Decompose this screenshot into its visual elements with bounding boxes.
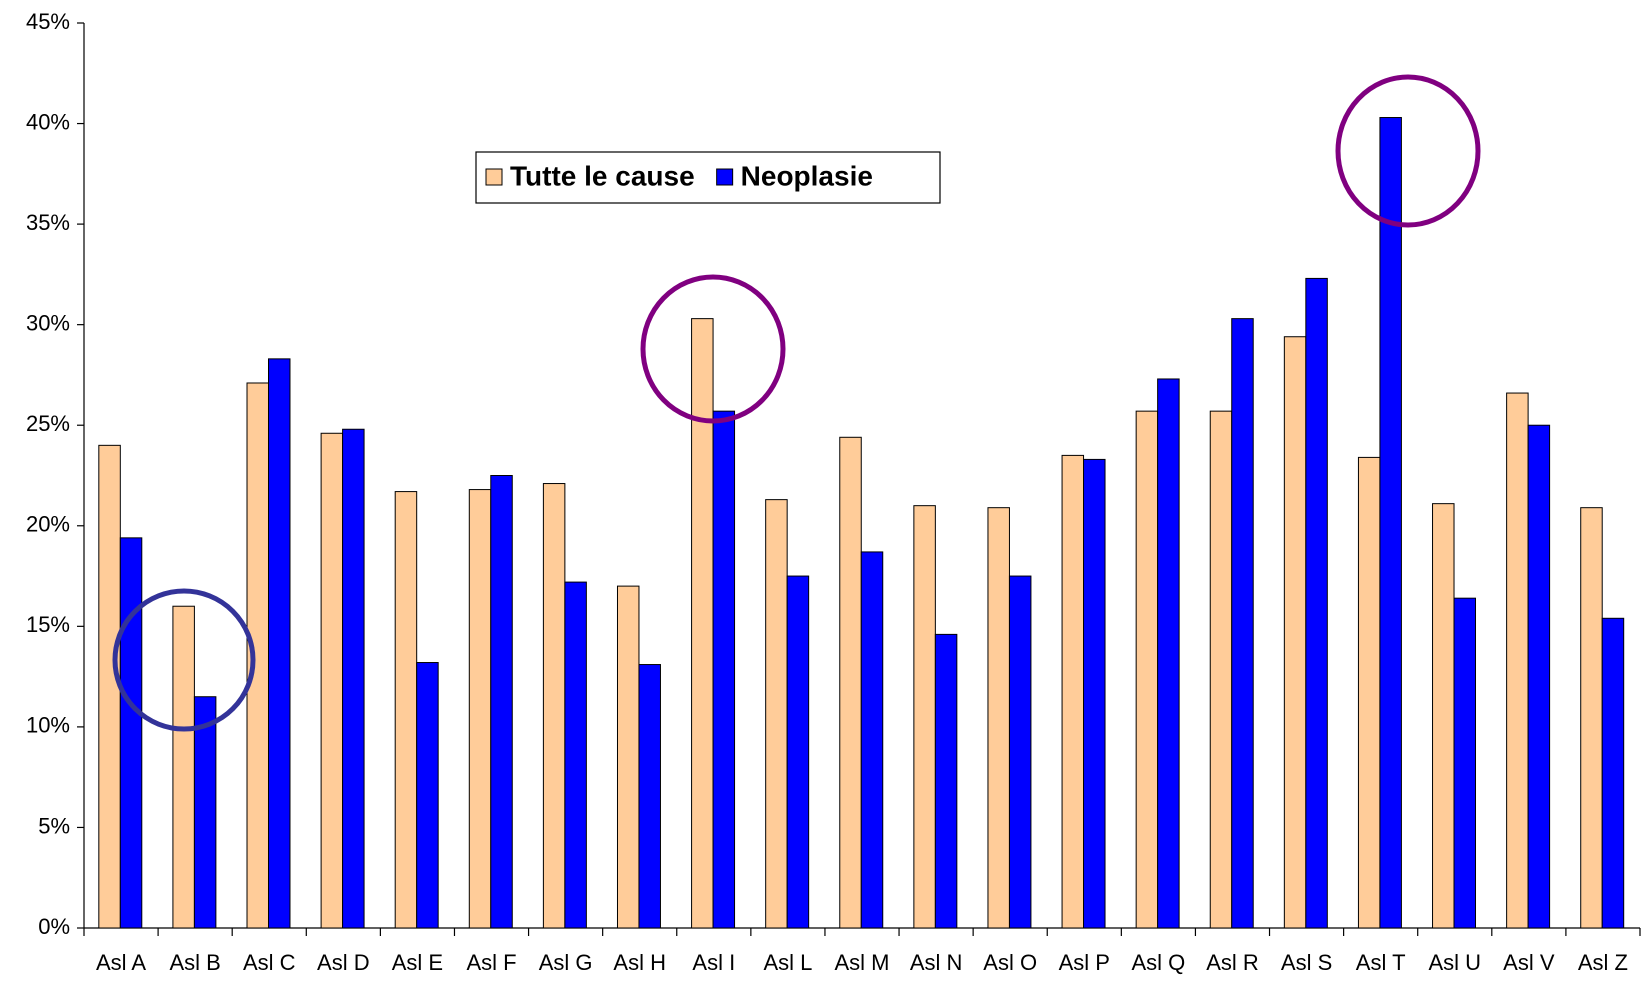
bar (1135, 410, 1159, 929)
bar (1580, 507, 1603, 929)
y-tick-label: 40% (26, 109, 70, 134)
bar (1209, 410, 1233, 929)
bar (1357, 456, 1381, 929)
bar (616, 585, 640, 929)
y-tick-label: 5% (38, 813, 70, 838)
bar (987, 507, 1010, 929)
x-tick-label: Asl S (1281, 950, 1332, 975)
y-tick-label: 45% (26, 9, 70, 34)
bar (1432, 503, 1455, 929)
x-tick-label: Asl Z (1578, 950, 1628, 975)
bar (1601, 617, 1625, 929)
bar (98, 444, 121, 929)
x-tick-label: Asl A (96, 950, 146, 975)
bar (786, 575, 810, 929)
bar (267, 358, 291, 929)
bar (638, 664, 661, 929)
x-tick-label: Asl B (169, 950, 220, 975)
bar (342, 428, 365, 929)
x-tick-label: Asl E (392, 950, 443, 975)
x-tick-label: Asl P (1059, 950, 1110, 975)
bar (542, 483, 566, 929)
bar (1008, 575, 1032, 929)
y-tick-label: 20% (26, 512, 70, 537)
legend-box (475, 151, 941, 204)
x-tick-label: Asl I (692, 950, 735, 975)
bar (1506, 392, 1529, 929)
x-tick-label: Asl D (317, 950, 370, 975)
bar (416, 662, 439, 929)
y-tick-label: 25% (26, 411, 70, 436)
bar (839, 436, 862, 929)
x-tick-label: Asl T (1356, 950, 1406, 975)
bar (193, 696, 217, 929)
bar (1157, 378, 1180, 929)
y-tick-label: 15% (26, 612, 70, 637)
x-tick-label: Asl C (243, 950, 296, 975)
legend: Tutte le cause Neoplasie (475, 151, 941, 204)
bar (246, 382, 269, 929)
legend-label: Neoplasie (741, 160, 873, 191)
bar (320, 432, 344, 929)
x-tick-label: Asl F (466, 950, 516, 975)
highlight-circle (640, 274, 786, 424)
bar (934, 633, 958, 929)
bar (1453, 597, 1477, 929)
bar (394, 491, 418, 929)
bar (1231, 318, 1254, 929)
bar (1527, 424, 1551, 929)
x-tick-label: Asl V (1503, 950, 1555, 975)
x-tick-label: Asl O (983, 950, 1037, 975)
bar (490, 475, 513, 929)
x-tick-label: Asl H (613, 950, 666, 975)
bar (172, 605, 195, 929)
legend-swatch (485, 168, 503, 186)
bar (1283, 336, 1307, 929)
x-tick-label: Asl R (1206, 950, 1259, 975)
bar (860, 551, 884, 929)
y-tick-label: 0% (38, 914, 70, 939)
y-tick-label: 10% (26, 713, 70, 738)
bar (913, 505, 936, 929)
bar (1379, 117, 1402, 929)
x-tick-label: Asl U (1428, 950, 1481, 975)
legend-swatch (716, 168, 734, 186)
bar (765, 499, 788, 929)
bar (1305, 277, 1328, 929)
y-tick-label: 30% (26, 310, 70, 335)
highlight-circle (112, 588, 256, 732)
legend-label: Tutte le cause (510, 160, 695, 191)
y-tick-label: 35% (26, 210, 70, 235)
x-tick-label: Asl N (910, 950, 963, 975)
highlight-circle (1335, 74, 1481, 228)
bar (712, 410, 736, 929)
bar (468, 489, 492, 929)
plot-area: 0% 5% 10% 15% 20% 25% 30% 35% 40% 45% Asl A Asl B As… (26, 9, 1641, 975)
x-tick-label: Asl G (539, 950, 593, 975)
x-tick-label: Asl M (835, 950, 890, 975)
bar (119, 537, 143, 929)
bar (564, 581, 587, 929)
bar (691, 318, 714, 929)
bar (1083, 458, 1106, 929)
bar (1061, 454, 1085, 929)
x-tick-label: Asl L (763, 950, 812, 975)
x-tick-label: Asl Q (1131, 950, 1185, 975)
